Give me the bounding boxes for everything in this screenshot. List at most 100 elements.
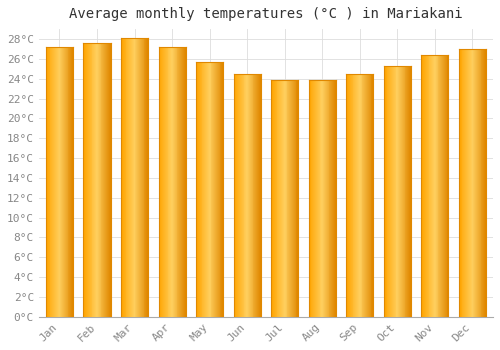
Bar	[99, 43, 100, 317]
Bar	[107, 43, 108, 317]
Bar	[146, 38, 147, 317]
Bar	[175, 47, 176, 317]
Bar	[214, 62, 215, 317]
Bar	[404, 66, 406, 317]
Bar	[483, 49, 484, 317]
Bar	[55, 47, 56, 317]
Bar	[238, 74, 239, 317]
Bar	[64, 47, 65, 317]
Bar	[129, 38, 130, 317]
Bar	[280, 80, 281, 317]
Bar	[164, 47, 165, 317]
Bar	[140, 38, 141, 317]
Bar	[54, 47, 55, 317]
Bar	[372, 74, 374, 317]
Bar	[181, 47, 182, 317]
Bar	[200, 62, 202, 317]
Bar	[389, 66, 390, 317]
Bar	[158, 47, 160, 317]
Bar	[470, 49, 472, 317]
Bar	[68, 47, 70, 317]
Bar	[98, 43, 99, 317]
Bar	[48, 47, 50, 317]
Bar	[50, 47, 51, 317]
Bar	[46, 47, 47, 317]
Bar	[426, 55, 427, 317]
Bar	[354, 74, 356, 317]
Bar	[320, 80, 322, 317]
Bar	[315, 80, 316, 317]
Bar	[275, 80, 276, 317]
Bar	[123, 38, 124, 317]
Bar	[408, 66, 409, 317]
Bar	[139, 38, 140, 317]
Bar	[271, 80, 272, 317]
Bar	[132, 38, 134, 317]
Bar	[206, 62, 207, 317]
Bar	[57, 47, 58, 317]
Bar	[196, 62, 197, 317]
Bar	[172, 47, 173, 317]
Bar	[216, 62, 217, 317]
Bar	[184, 47, 186, 317]
Bar	[396, 66, 398, 317]
Bar	[472, 49, 474, 317]
Bar	[384, 66, 386, 317]
Bar	[423, 55, 424, 317]
Bar	[469, 49, 470, 317]
Bar	[65, 47, 66, 317]
Bar	[90, 43, 92, 317]
Bar	[166, 47, 168, 317]
Bar	[351, 74, 352, 317]
Bar	[247, 74, 248, 317]
Bar	[314, 80, 315, 317]
Bar	[254, 74, 256, 317]
Bar	[358, 74, 359, 317]
Bar	[407, 66, 408, 317]
Bar	[244, 74, 246, 317]
Bar	[410, 66, 411, 317]
Bar	[434, 55, 435, 317]
Bar	[360, 74, 362, 317]
Bar	[95, 43, 96, 317]
Bar	[162, 47, 163, 317]
Bar	[168, 47, 170, 317]
Bar	[296, 80, 298, 317]
Bar	[234, 74, 236, 317]
Bar	[142, 38, 144, 317]
Bar	[462, 49, 464, 317]
Bar	[102, 43, 104, 317]
Bar	[332, 80, 333, 317]
Bar	[62, 47, 63, 317]
Bar	[182, 47, 183, 317]
Bar	[272, 80, 273, 317]
Bar	[178, 47, 180, 317]
Bar	[58, 47, 59, 317]
Bar	[241, 74, 242, 317]
Bar	[131, 38, 132, 317]
Bar	[346, 74, 347, 317]
Bar	[399, 66, 400, 317]
Bar	[323, 80, 324, 317]
Bar	[222, 62, 223, 317]
Bar	[282, 80, 283, 317]
Bar	[308, 80, 310, 317]
Bar	[474, 49, 475, 317]
Bar	[289, 80, 290, 317]
Bar	[88, 43, 89, 317]
Bar	[100, 43, 102, 317]
Bar	[478, 49, 480, 317]
Bar	[334, 80, 335, 317]
Bar	[163, 47, 164, 317]
Bar	[258, 74, 259, 317]
Bar	[386, 66, 388, 317]
Bar	[124, 38, 126, 317]
Bar	[236, 74, 237, 317]
Bar	[322, 80, 323, 317]
Bar	[476, 49, 477, 317]
Bar	[259, 74, 260, 317]
Bar	[165, 47, 166, 317]
Bar	[240, 74, 241, 317]
Bar	[406, 66, 407, 317]
Bar	[482, 49, 483, 317]
